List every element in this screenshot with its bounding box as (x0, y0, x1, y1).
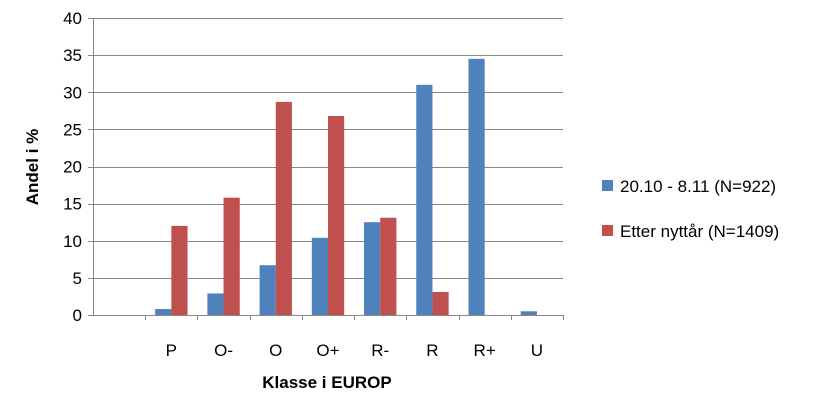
x-tick-label: R+ (474, 341, 496, 360)
x-tick-label: R- (371, 341, 389, 360)
y-tick-label: 5 (73, 269, 82, 288)
legend-swatch-series-1 (602, 180, 613, 191)
bar-series-1-R+ (468, 58, 485, 316)
y-tick-label: 20 (63, 158, 82, 177)
x-tick-label: O (269, 341, 282, 360)
legend-label-series-2: Etter nyttår (N=1409) (620, 222, 779, 241)
y-tick-label: 0 (73, 306, 82, 325)
y-tick-label: 15 (63, 195, 82, 214)
legend-label-series-1: 20.10 - 8.11 (N=922) (620, 177, 776, 196)
x-tick-label: U (531, 341, 543, 360)
y-tick-label: 35 (63, 46, 82, 65)
bar-series-1-U (520, 311, 537, 315)
bar-series-2-P (171, 225, 188, 315)
bar-series-2-R- (380, 217, 397, 315)
x-axis-title: Klasse i EUROP (262, 373, 391, 392)
tick-labels: 0 5 10 15 20 25 30 35 40 P O- O O+ R- R R+ U (63, 9, 543, 360)
x-tick-label: O+ (316, 341, 339, 360)
bar-series-2-O+ (328, 116, 345, 315)
axes (88, 18, 564, 320)
bar-series-2-O- (223, 197, 240, 315)
bar-series-1-R- (364, 222, 381, 315)
y-tick-label: 10 (63, 232, 82, 251)
bar-series-1-O- (207, 293, 224, 315)
legend: 20.10 - 8.11 (N=922) Etter nyttår (N=140… (602, 177, 779, 241)
bar-series-1-O+ (311, 237, 328, 315)
legend-item-series-2: Etter nyttår (N=1409) (602, 222, 779, 241)
legend-item-series-1: 20.10 - 8.11 (N=922) (602, 177, 776, 196)
bars (155, 58, 537, 316)
bar-series-1-R (416, 84, 433, 315)
x-tick-label: R (426, 341, 438, 360)
bar-series-2-O (275, 101, 292, 315)
x-tick-label: P (166, 341, 177, 360)
y-tick-label: 40 (63, 9, 82, 28)
y-tick-label: 30 (63, 83, 82, 102)
legend-swatch-series-2 (602, 225, 613, 236)
bar-series-2-R (432, 291, 449, 315)
y-axis-title: Andel i % (23, 129, 42, 206)
x-tick-label: O- (214, 341, 233, 360)
bar-series-1-O (259, 265, 276, 315)
y-tick-label: 25 (63, 120, 82, 139)
bar-series-1-P (155, 309, 172, 315)
